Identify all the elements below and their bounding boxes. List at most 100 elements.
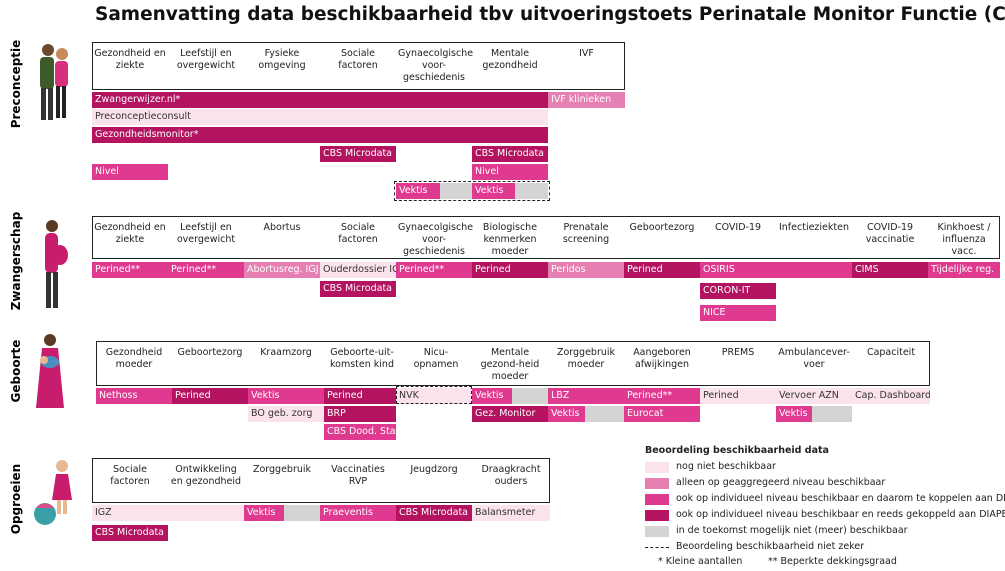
column-header: Geboortezorg	[629, 222, 695, 233]
data-cell: Nivel	[92, 164, 168, 180]
column-header: Sociale factoren	[338, 222, 378, 245]
data-cell: Vektis	[472, 183, 515, 199]
header-box	[92, 458, 550, 503]
data-cell: Perined	[700, 388, 776, 404]
column-header: Gezondheid en ziekte	[94, 48, 166, 71]
data-cell: Vektis	[396, 183, 440, 199]
column-header: Abortus	[263, 222, 301, 233]
grey-block	[812, 406, 852, 422]
header-box	[92, 42, 625, 90]
data-cell: Praeventis	[320, 505, 396, 521]
column-header: Nicu-opnamen	[413, 347, 459, 370]
data-cell: Vektis	[472, 388, 512, 404]
legend-swatch	[645, 478, 669, 489]
legend-text: Beoordeling beschikbaarheid niet zeker	[676, 541, 865, 552]
data-cell: OSIRIS	[700, 262, 852, 278]
header-box	[96, 341, 930, 386]
data-cell: CBS Microdata	[396, 505, 472, 521]
data-cell: Vektis	[248, 388, 324, 404]
column-header: Vaccinaties RVP	[331, 464, 385, 487]
data-cell: IVF klinieken	[548, 92, 625, 108]
legend-swatch	[645, 462, 669, 473]
column-header: Biologische kenmerken moeder	[482, 222, 538, 257]
column-header: IVF	[579, 48, 594, 59]
legend-note: ** Beperkte dekkingsgraad	[768, 556, 897, 567]
mother-baby-icon	[36, 334, 64, 408]
column-header: Prenatale screening	[562, 222, 610, 245]
data-cell: CORON-IT	[700, 283, 776, 299]
dashed-box	[394, 181, 550, 201]
data-cell: Perined	[624, 262, 700, 278]
column-header: Sociale factoren	[338, 48, 378, 71]
section-label: Geboorte	[9, 339, 23, 403]
data-cell: NICE	[700, 305, 776, 321]
column-header: Gezondheid moeder	[105, 347, 163, 370]
icons	[34, 44, 72, 525]
legend-swatch	[645, 494, 669, 505]
data-cell: Balansmeter	[472, 505, 550, 521]
column-header: Aangeboren afwijkingen	[633, 347, 691, 370]
legend-swatch	[645, 542, 669, 548]
header-box	[92, 216, 1000, 259]
legend-note: * Kleine aantallen	[658, 556, 743, 567]
column-header: Zorggebruik	[252, 464, 312, 475]
column-header: Mentale gezondheid	[482, 48, 538, 71]
data-cell: Vektis	[244, 505, 284, 521]
column-header: Gezondheid en ziekte	[94, 222, 166, 245]
column-header: Jeugdzorg	[410, 464, 458, 475]
data-cell: Preconceptieconsult	[92, 109, 548, 125]
data-cell: NVK	[396, 388, 472, 404]
data-cell: BRP	[324, 406, 396, 422]
child-icon	[34, 460, 72, 525]
section-label: Zwangerschap	[9, 211, 23, 311]
column-header: Ontwikkeling en gezondheid	[170, 464, 242, 487]
data-cell: CBS Microdata	[92, 525, 168, 541]
data-cell: Vektis	[548, 406, 585, 422]
couple-icon	[40, 44, 68, 120]
data-cell: Eurocat	[624, 406, 700, 422]
data-cell: Tijdelijke reg.	[928, 262, 1000, 278]
data-cell: Gez. Monitor	[472, 406, 548, 422]
legend-text: nog niet beschikbaar	[676, 461, 776, 472]
column-header: Kraamzorg	[260, 347, 312, 358]
column-header: PREMS	[721, 347, 755, 358]
column-header: Capaciteit	[866, 347, 916, 358]
data-cell: LBZ	[548, 388, 624, 404]
grey-block	[512, 388, 548, 404]
data-cell: CIMS	[852, 262, 928, 278]
column-header: COVID-19	[714, 222, 762, 233]
data-cell: Cap. Dashboard	[852, 388, 930, 404]
section-label: Preconceptie	[9, 39, 23, 129]
column-header: COVID-19 vaccinatie	[865, 222, 915, 245]
column-header: Geboorte-uit-komsten kind	[330, 347, 394, 370]
data-cell: Abortusreg. IGJ	[244, 262, 320, 278]
column-header: Geboortezorg	[177, 347, 243, 358]
column-header: Fysieke omgeving	[258, 48, 306, 71]
legend-text: ook op individueel niveau beschikbaar en…	[676, 509, 1005, 520]
grey-block	[515, 183, 548, 199]
column-header: Gynaecolgische voor-geschiedenis	[398, 48, 474, 83]
column-header: Draagkracht ouders	[481, 464, 541, 487]
data-cell: Zwangerwijzer.nl*	[92, 92, 548, 108]
data-cell: Perined	[324, 388, 396, 404]
data-cell: Perined**	[624, 388, 700, 404]
data-cell: BO geb. zorg	[248, 406, 324, 422]
legend-text: in de toekomst mogelijk niet (meer) besc…	[676, 525, 908, 536]
legend-text: alleen op geaggregeerd niveau beschikbaa…	[676, 477, 886, 488]
column-header: Gynaecolgische voor-geschiedenis	[398, 222, 474, 257]
legend-title: Beoordeling beschikbaarheid data	[645, 445, 829, 456]
grey-block	[440, 183, 472, 199]
title: Samenvatting data beschikbaarheid tbv ui…	[95, 4, 1005, 25]
column-header: Sociale factoren	[110, 464, 150, 487]
data-cell: CBS Dood. Stat.	[324, 424, 396, 440]
section-label: Opgroeien	[9, 463, 23, 535]
grey-block	[284, 505, 320, 521]
data-cell: Peridos	[548, 262, 624, 278]
column-header: Leefstijl en overgewicht	[176, 48, 236, 71]
data-cell: CBS Microdata	[320, 146, 396, 162]
column-header: Infectieziekten	[778, 222, 849, 233]
data-cell: Perined**	[168, 262, 244, 278]
data-cell: CBS Microdata	[320, 281, 396, 297]
data-cell: Vervoer AZN	[776, 388, 852, 404]
